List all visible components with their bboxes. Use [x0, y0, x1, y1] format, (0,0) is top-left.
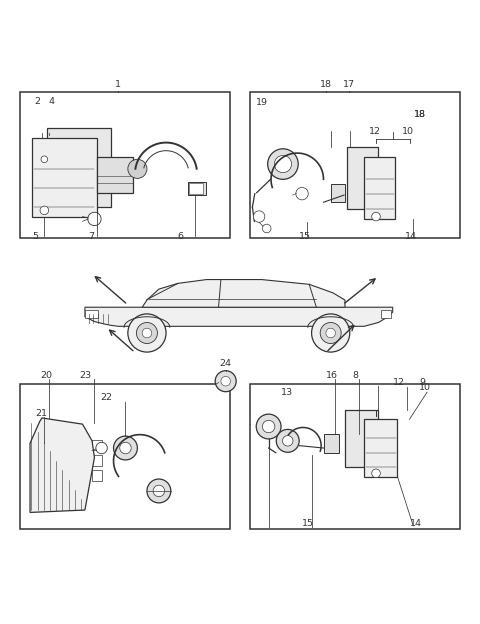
- Bar: [364, 419, 397, 477]
- Text: 14: 14: [405, 232, 417, 241]
- Circle shape: [256, 414, 281, 439]
- Bar: [348, 147, 378, 210]
- Text: 4: 4: [48, 97, 55, 106]
- Text: 18: 18: [414, 110, 426, 119]
- Circle shape: [128, 314, 166, 352]
- Bar: [189, 183, 203, 193]
- Bar: [92, 470, 102, 481]
- Circle shape: [120, 442, 131, 454]
- Bar: [92, 455, 102, 466]
- Polygon shape: [142, 280, 345, 307]
- Circle shape: [253, 211, 265, 222]
- Circle shape: [282, 436, 293, 446]
- Text: 6: 6: [177, 232, 183, 241]
- Circle shape: [263, 421, 275, 432]
- Text: 1: 1: [115, 80, 121, 89]
- Circle shape: [312, 314, 350, 352]
- Text: 21: 21: [35, 409, 47, 418]
- Text: 12: 12: [393, 378, 405, 388]
- Text: 9: 9: [420, 378, 425, 388]
- Bar: [250, 384, 459, 529]
- Circle shape: [268, 149, 298, 179]
- Circle shape: [372, 212, 380, 221]
- Text: 20: 20: [41, 371, 53, 380]
- Text: 17: 17: [343, 80, 355, 89]
- Circle shape: [153, 485, 165, 497]
- Text: 13: 13: [281, 388, 293, 397]
- Text: 15: 15: [302, 519, 314, 528]
- Circle shape: [263, 224, 271, 233]
- Circle shape: [296, 187, 308, 200]
- Circle shape: [128, 159, 147, 178]
- Bar: [324, 434, 339, 453]
- Text: 12: 12: [369, 127, 381, 137]
- Text: 8: 8: [352, 371, 359, 380]
- Circle shape: [215, 371, 236, 392]
- Text: 7: 7: [88, 232, 94, 241]
- Circle shape: [275, 155, 291, 173]
- Circle shape: [276, 429, 299, 452]
- Bar: [97, 157, 132, 193]
- Text: 10: 10: [419, 383, 431, 392]
- Circle shape: [326, 328, 336, 338]
- Bar: [92, 440, 102, 451]
- Polygon shape: [85, 307, 393, 326]
- Text: 5: 5: [33, 232, 39, 241]
- Circle shape: [40, 206, 48, 215]
- Text: 23: 23: [79, 371, 91, 380]
- Text: 19: 19: [255, 98, 267, 107]
- Circle shape: [142, 328, 152, 338]
- Circle shape: [96, 442, 108, 454]
- Text: 2: 2: [34, 97, 40, 106]
- Bar: [381, 310, 391, 318]
- Circle shape: [147, 479, 171, 503]
- Bar: [85, 310, 98, 318]
- Text: 10: 10: [402, 127, 414, 137]
- Polygon shape: [30, 418, 95, 512]
- Circle shape: [136, 323, 157, 343]
- Circle shape: [320, 323, 341, 343]
- Circle shape: [88, 212, 101, 226]
- Bar: [33, 138, 97, 217]
- Bar: [345, 410, 378, 467]
- Text: 18: 18: [320, 80, 332, 89]
- Text: 18: 18: [414, 110, 426, 119]
- Circle shape: [221, 376, 230, 386]
- Bar: [250, 92, 459, 238]
- Text: 14: 14: [409, 519, 421, 528]
- Circle shape: [41, 156, 48, 163]
- Text: 15: 15: [299, 232, 311, 241]
- Bar: [47, 129, 111, 207]
- Circle shape: [372, 469, 380, 477]
- Text: 22: 22: [100, 392, 112, 402]
- Bar: [21, 92, 230, 238]
- Bar: [188, 182, 205, 195]
- Text: 24: 24: [220, 359, 232, 368]
- Circle shape: [114, 436, 137, 460]
- Bar: [331, 184, 345, 202]
- Bar: [21, 384, 230, 529]
- Text: 16: 16: [325, 371, 337, 380]
- Bar: [364, 157, 395, 219]
